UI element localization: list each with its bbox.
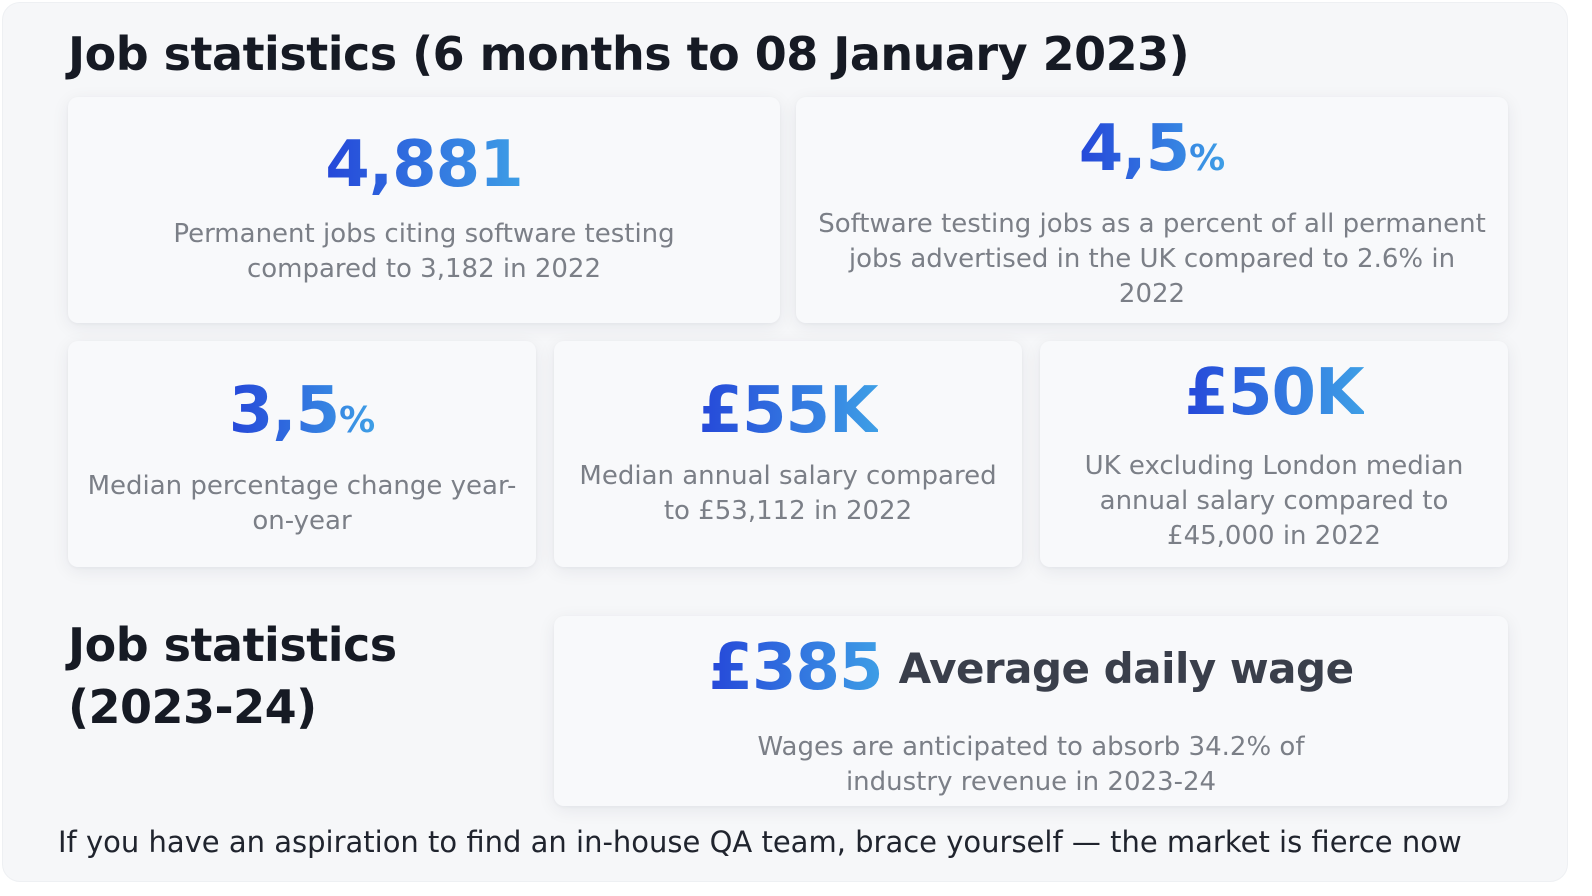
stat-value: 4,881 — [325, 128, 523, 202]
stat-number: 3,5 — [228, 374, 340, 448]
stat-value: £385 — [708, 631, 883, 705]
stat-value: £50K — [1184, 356, 1364, 430]
page-title: Job statistics (6 months to 08 January 2… — [68, 27, 1190, 81]
stat-description: Median percentage change year-on-year — [87, 471, 517, 536]
stat-card-daily-wage: £385 Average daily wage Wages are anticip… — [554, 616, 1508, 806]
stat-number: 4,5 — [1078, 112, 1190, 186]
stat-description: Permanent jobs citing software testing c… — [173, 219, 675, 284]
section-title: Job statistics (2023-24) — [68, 618, 397, 734]
stat-description: Wages are anticipated to absorb 34.2% of… — [757, 732, 1305, 797]
stat-value: £55K — [698, 374, 878, 448]
stat-card-median-salary: £55K Median annual salary compared to £5… — [554, 341, 1022, 567]
wage-headline: £385 Average daily wage — [554, 630, 1508, 706]
footer-note: If you have an aspiration to find an in-… — [58, 825, 1462, 859]
stat-label: Average daily wage — [898, 643, 1355, 693]
stat-description: Median annual salary compared to £53,112… — [579, 461, 997, 526]
stat-card-permanent-jobs: 4,881 Permanent jobs citing software tes… — [68, 97, 780, 323]
stat-unit: % — [339, 400, 376, 441]
stat-unit: % — [1189, 138, 1226, 179]
stat-value: 3,5% — [229, 373, 375, 459]
stat-card-median-change: 3,5% Median percentage change year-on-ye… — [68, 341, 536, 567]
stat-description: Software testing jobs as a percent of al… — [818, 209, 1486, 309]
stat-card-jobs-share: 4,5% Software testing jobs as a percent … — [796, 97, 1508, 323]
stat-description: UK excluding London median annual salary… — [1084, 451, 1464, 551]
stat-value: 4,5% — [1079, 111, 1225, 197]
stat-card-uk-excluding-london-salary: £50K UK excluding London median annual s… — [1040, 341, 1508, 567]
